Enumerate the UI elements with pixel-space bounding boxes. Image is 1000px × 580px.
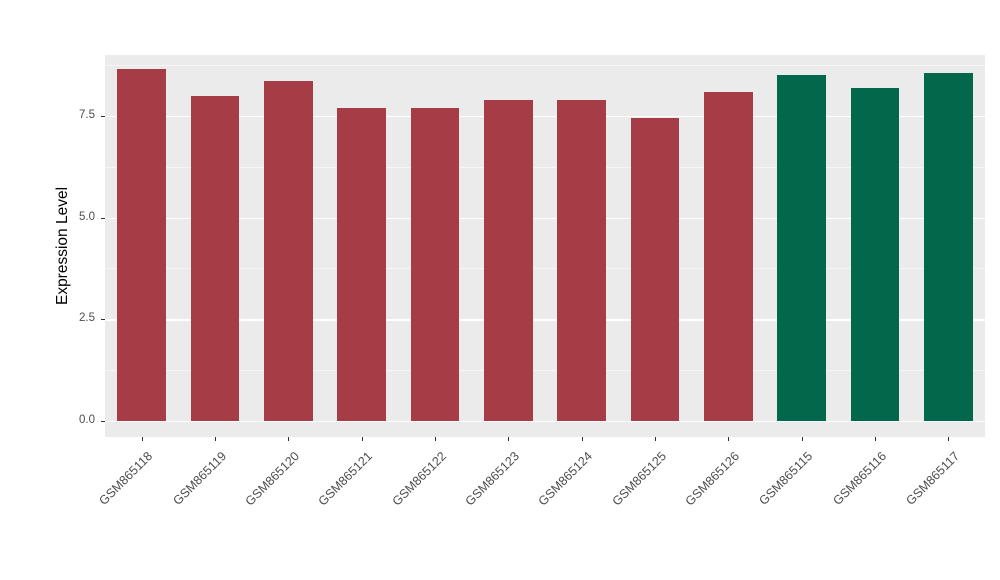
y-tick-label: 0.0 <box>79 413 95 426</box>
bar <box>850 87 900 421</box>
x-tick-mark <box>801 437 803 441</box>
x-tick-mark <box>948 437 950 441</box>
bar <box>190 95 240 421</box>
x-tick-label: GSM865115 <box>756 449 816 508</box>
gridline-major <box>105 217 985 220</box>
x-tick-mark <box>508 437 510 441</box>
x-tick-label: GSM865122 <box>389 449 449 509</box>
y-axis-title: Expression Level <box>54 186 71 306</box>
y-tick-label: 2.5 <box>79 312 95 325</box>
bar <box>484 99 533 421</box>
x-tick-label: GSM865120 <box>242 449 303 509</box>
y-tick-label: 7.5 <box>79 108 95 121</box>
bar <box>337 107 386 421</box>
bar <box>410 107 460 421</box>
y-tick-mark <box>101 115 105 117</box>
gridline-minor <box>105 166 985 168</box>
gridline-minor <box>105 268 985 270</box>
x-tick-label: GSM865121 <box>316 449 376 509</box>
bar <box>924 73 973 421</box>
y-tick-mark <box>101 319 105 321</box>
x-tick-mark <box>875 437 876 441</box>
bar <box>264 81 313 421</box>
x-tick-mark <box>215 437 216 441</box>
bar <box>117 69 166 421</box>
bar <box>704 91 753 421</box>
bar <box>630 117 680 421</box>
gridline-major <box>105 115 985 118</box>
x-tick-label: GSM865117 <box>903 449 963 508</box>
x-tick-mark <box>141 437 143 441</box>
x-tick-mark <box>435 437 436 441</box>
bar <box>777 75 826 421</box>
x-tick-label: GSM865116 <box>830 449 889 508</box>
bar <box>557 99 606 421</box>
y-tick-mark <box>101 420 105 422</box>
x-tick-mark <box>655 437 656 441</box>
x-tick-mark <box>728 437 730 441</box>
x-tick-label: GSM865126 <box>682 449 743 509</box>
gridline-minor <box>105 65 985 67</box>
gridline-major <box>105 420 985 423</box>
x-tick-mark <box>361 437 363 441</box>
x-tick-label: GSM865119 <box>170 449 229 508</box>
x-tick-label: GSM865125 <box>609 449 669 509</box>
x-tick-mark <box>288 437 290 441</box>
gridline-minor <box>105 369 985 371</box>
x-tick-label: GSM865124 <box>536 449 596 509</box>
x-tick-label: GSM865123 <box>462 449 523 509</box>
gridline-major <box>105 319 985 321</box>
y-tick-mark <box>101 217 105 219</box>
x-tick-label: GSM865118 <box>96 449 156 508</box>
x-tick-mark <box>581 437 583 441</box>
plot-panel <box>105 55 985 437</box>
y-tick-label: 5.0 <box>79 210 95 223</box>
